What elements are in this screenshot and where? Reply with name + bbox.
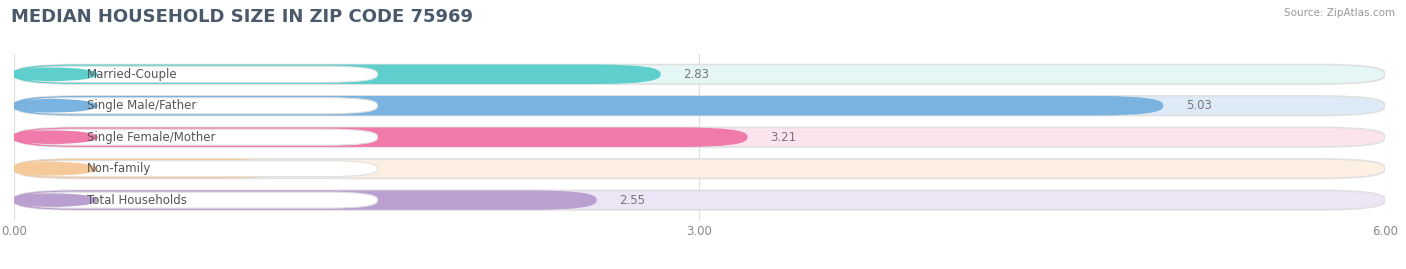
Text: Single Male/Father: Single Male/Father: [87, 99, 197, 112]
FancyBboxPatch shape: [22, 66, 377, 82]
FancyBboxPatch shape: [22, 161, 377, 177]
Text: 3.21: 3.21: [770, 131, 796, 144]
FancyBboxPatch shape: [14, 190, 596, 210]
FancyBboxPatch shape: [14, 128, 1385, 147]
Text: 2.55: 2.55: [620, 194, 645, 207]
FancyBboxPatch shape: [22, 192, 377, 208]
Circle shape: [8, 162, 97, 175]
Text: 2.83: 2.83: [683, 68, 710, 81]
FancyBboxPatch shape: [14, 190, 1385, 210]
FancyBboxPatch shape: [22, 98, 377, 114]
FancyBboxPatch shape: [22, 129, 377, 145]
Text: Source: ZipAtlas.com: Source: ZipAtlas.com: [1284, 8, 1395, 18]
Text: 1.20: 1.20: [311, 162, 337, 175]
FancyBboxPatch shape: [14, 96, 1385, 115]
Circle shape: [8, 194, 97, 206]
Circle shape: [8, 131, 97, 143]
FancyBboxPatch shape: [14, 159, 1385, 178]
Text: Single Female/Mother: Single Female/Mother: [87, 131, 215, 144]
Text: Total Households: Total Households: [87, 194, 187, 207]
FancyBboxPatch shape: [14, 159, 288, 178]
Circle shape: [8, 68, 97, 80]
Circle shape: [8, 100, 97, 112]
FancyBboxPatch shape: [14, 65, 661, 84]
FancyBboxPatch shape: [14, 128, 748, 147]
Text: Non-family: Non-family: [87, 162, 152, 175]
FancyBboxPatch shape: [14, 65, 1385, 84]
FancyBboxPatch shape: [14, 96, 1163, 115]
Text: MEDIAN HOUSEHOLD SIZE IN ZIP CODE 75969: MEDIAN HOUSEHOLD SIZE IN ZIP CODE 75969: [11, 8, 474, 26]
Text: Married-Couple: Married-Couple: [87, 68, 177, 81]
Text: 5.03: 5.03: [1187, 99, 1212, 112]
